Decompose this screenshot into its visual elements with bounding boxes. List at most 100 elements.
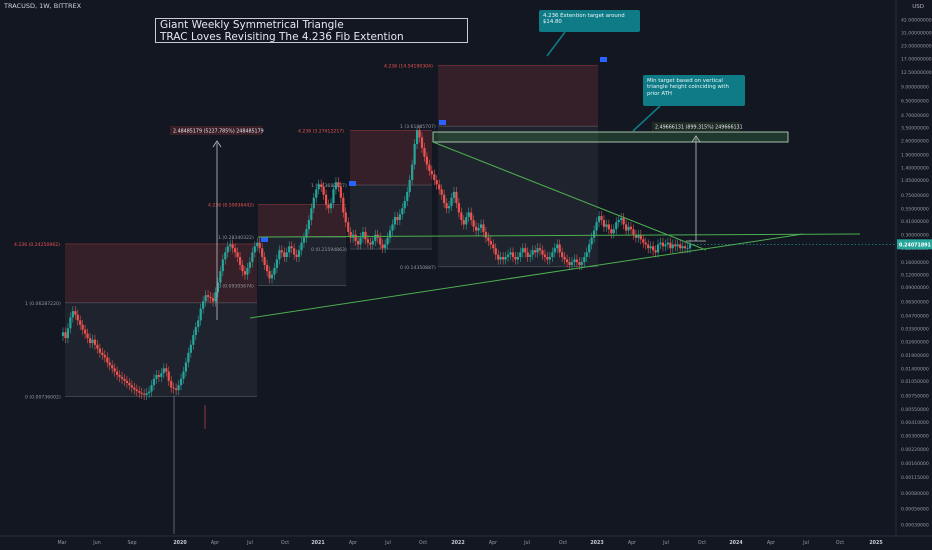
candle-body [327, 204, 330, 209]
time-tick-label: Oct [559, 540, 567, 546]
time-tick-label: Apr [489, 540, 497, 546]
candle-body [165, 368, 168, 372]
candle-body [543, 254, 547, 257]
candle-body [167, 371, 170, 381]
candle-body [366, 239, 369, 243]
candle-body [526, 252, 529, 257]
candle-body [683, 246, 687, 249]
arrow-head-icon [212, 140, 222, 148]
price-tick-label: 0.00750000 [901, 394, 929, 400]
fib-label: 0 (0.21594863) [311, 247, 347, 253]
extension-target-callout[interactable]: 4.236 Extention target around $14.80 [539, 10, 640, 32]
time-tick-label: 2022 [451, 540, 464, 546]
candle-body [384, 244, 387, 249]
current-price-label: 0.24071891 [899, 242, 931, 248]
candle-body [654, 250, 657, 253]
candle-body [248, 262, 251, 268]
candle-body [435, 180, 438, 185]
candle-body [204, 295, 207, 302]
price-tick-label: 1.05000000 [901, 178, 929, 184]
candle-body [175, 388, 178, 391]
candle-body [61, 332, 65, 336]
candle-body [607, 224, 610, 230]
price-tick-label: 0.00039000 [901, 522, 929, 528]
candle-body [570, 262, 574, 265]
time-tick-label: Jul [662, 540, 669, 546]
measure-label-left: 2.48485179 (5227.785%) 248485179 [173, 129, 264, 135]
candle-body [275, 259, 279, 268]
candle-body [504, 256, 507, 260]
price-tick-label: 0.12000000 [901, 273, 929, 279]
candle-body [585, 252, 588, 257]
candle-body [339, 186, 342, 198]
candle-body [177, 385, 180, 391]
candle-body [664, 244, 667, 247]
candle-body [391, 224, 394, 231]
candle-body [130, 385, 133, 388]
candle-body [194, 327, 197, 336]
candle-body [627, 226, 630, 231]
candle-body [288, 246, 291, 253]
candle-body [88, 338, 92, 344]
candle-body [115, 371, 119, 376]
candle-body [152, 378, 156, 386]
candle-body [268, 271, 271, 279]
candle-body [568, 262, 571, 265]
candle-body [588, 244, 591, 253]
candle-body [529, 254, 532, 257]
candle-body [396, 217, 399, 221]
price-tick-label: 0.00080000 [901, 491, 929, 497]
candle-body [408, 180, 411, 192]
candle-body [138, 391, 141, 393]
fib-label: 0 (0.00736002) [25, 394, 61, 400]
candle-body [597, 216, 601, 223]
candle-body [145, 393, 148, 395]
candle-body [293, 248, 296, 255]
candle-body [497, 254, 500, 260]
candle-body [118, 375, 121, 377]
candle-body [533, 250, 537, 253]
candle-body [484, 231, 488, 238]
candle-body [150, 385, 153, 392]
candle-body [452, 191, 456, 198]
candle-body [455, 191, 458, 204]
candle-body [320, 184, 323, 187]
candle-body [433, 174, 436, 181]
candle-body [172, 387, 175, 389]
candle-body [524, 248, 527, 253]
price-tick-label: 0.00160000 [901, 461, 929, 467]
candle-body [428, 164, 431, 171]
candle-body [96, 344, 99, 349]
candle-body [263, 256, 266, 265]
candle-body [123, 378, 126, 381]
price-unit-label: USD [912, 4, 924, 10]
price-tick-label: 0.06500000 [901, 299, 929, 305]
candle-body [612, 229, 615, 234]
candle-body [192, 335, 195, 345]
chart-title-box[interactable]: Giant Weekly Symmetrical Triangle TRAC L… [155, 18, 468, 43]
candle-body [565, 259, 569, 263]
candle-body [243, 271, 247, 275]
candle-body [66, 328, 70, 339]
price-tick-label: 0.16000000 [901, 260, 929, 266]
candle-body [324, 194, 328, 205]
candle-body [155, 375, 158, 379]
candle-body [639, 234, 642, 240]
candle-body [189, 344, 192, 353]
candle-body [147, 391, 151, 394]
candle-body [302, 237, 306, 243]
time-tick-label: 2025 [869, 540, 882, 546]
candle-body [364, 231, 367, 240]
candle-body [649, 246, 652, 249]
price-tick-label: 0.00410000 [901, 420, 929, 426]
time-tick-label: 2020 [173, 540, 187, 546]
min-target-callout[interactable]: Min target based on vertical triangle he… [643, 75, 745, 106]
fib-zone-3-lower [350, 185, 432, 250]
chart-title-line-1: Giant Weekly Symmetrical Triangle [160, 19, 344, 31]
fib-label: 1 (0.06287220) [25, 301, 61, 307]
candle-body [563, 256, 566, 260]
price-tick-label: 17.00000000 [901, 57, 932, 63]
candle-body [381, 244, 384, 249]
candle-body [334, 182, 338, 190]
